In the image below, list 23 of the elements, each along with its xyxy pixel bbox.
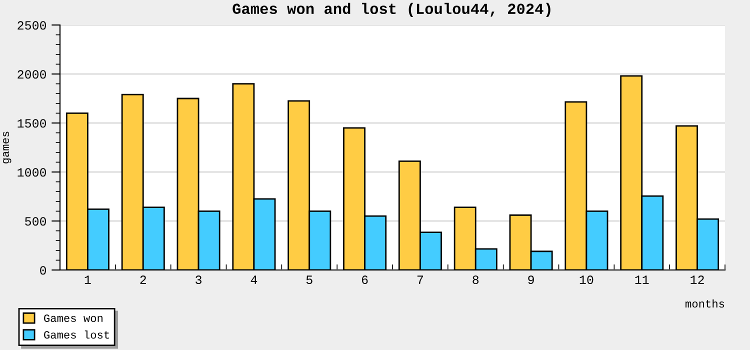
- x-tick-label: 1: [84, 276, 91, 284]
- y-tick-label: 2500: [18, 21, 46, 30]
- x-tick-label: 12: [690, 276, 704, 284]
- x-tick-label: 6: [362, 276, 368, 284]
- x-tick-label: 7: [417, 276, 423, 284]
- y-axis-title: games: [2, 132, 12, 164]
- chart-title: Games won and lost (Loulou44, 2024): [232, 2, 550, 18]
- x-tick-label: 10: [580, 276, 594, 284]
- y-tick-label: 2000: [18, 70, 46, 79]
- legend-label: Games lost: [44, 330, 109, 339]
- x-tick-label: 9: [528, 276, 534, 284]
- x-tick-label: 8: [472, 276, 479, 284]
- legend-label: Games won: [44, 314, 102, 322]
- x-tick-label: 4: [250, 276, 258, 284]
- x-tick-label: 3: [196, 276, 202, 284]
- y-tick-label: 1000: [18, 168, 46, 177]
- y-tick-label: 1500: [18, 119, 46, 128]
- y-tick-label: 500: [25, 217, 46, 226]
- x-tick-label: 2: [140, 276, 146, 284]
- x-axis-title: months: [686, 299, 724, 308]
- y-tick-label: 0: [40, 266, 46, 275]
- x-tick-label: 11: [635, 276, 649, 284]
- x-tick-label: 5: [306, 276, 312, 284]
